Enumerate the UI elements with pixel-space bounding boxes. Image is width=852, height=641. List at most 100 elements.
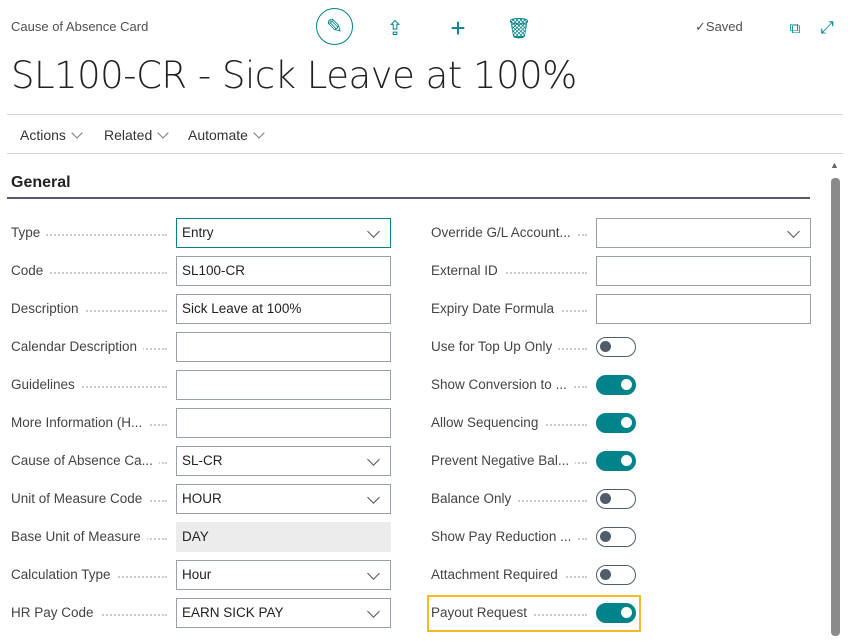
field-label: Allow Sequencing xyxy=(431,413,591,433)
field-label: Code xyxy=(11,261,171,281)
toggle-knob xyxy=(600,569,611,580)
payout-request-toggle[interactable] xyxy=(596,603,636,623)
delete-icon: 🗑 xyxy=(506,17,532,40)
menu-related[interactable]: Related xyxy=(104,127,169,143)
field-label: Payout Request xyxy=(431,603,591,623)
field-label: Type xyxy=(11,223,171,243)
chevron-down-icon xyxy=(253,127,265,139)
use-for-top-up-only-toggle[interactable] xyxy=(596,337,636,357)
label-text: Base Unit of Measure xyxy=(11,529,147,544)
divider xyxy=(7,153,843,154)
label-text: HR Pay Code xyxy=(11,605,100,620)
section-underline xyxy=(7,197,810,199)
edit-button[interactable]: ✎ xyxy=(316,8,353,45)
field-label: HR Pay Code xyxy=(11,603,171,623)
field-label: Use for Top Up Only xyxy=(431,337,591,357)
toggle-knob xyxy=(600,493,611,504)
show-pay-reduction-toggle[interactable] xyxy=(596,527,636,547)
label-text: Calendar Description xyxy=(11,339,144,354)
label-text: Balance Only xyxy=(431,491,518,506)
expiry-date-formula-input[interactable] xyxy=(596,294,811,324)
toggle-knob xyxy=(600,531,611,542)
label-text: Payout Request xyxy=(431,605,534,620)
field-label: Show Conversion to ... xyxy=(431,375,591,395)
label-text: Cause of Absence Ca... xyxy=(11,453,159,468)
cause-of-absence-ca-dropdown[interactable]: SL-CR xyxy=(176,446,391,476)
highlight-box xyxy=(427,595,641,632)
field-label: Show Pay Reduction ... xyxy=(431,527,591,547)
field-label: External ID xyxy=(431,261,591,281)
field-label: Base Unit of Measure xyxy=(11,527,171,547)
toggle-knob xyxy=(621,607,632,618)
expand-button[interactable]: ⤢ xyxy=(809,10,845,46)
toggle-knob xyxy=(621,455,632,466)
scroll-up-icon[interactable]: ▲ xyxy=(830,160,839,170)
label-text: Attachment Required xyxy=(431,567,564,582)
label-text: Use for Top Up Only xyxy=(431,339,559,354)
share-button[interactable]: ⇪ xyxy=(377,10,413,46)
label-text: Show Pay Reduction ... xyxy=(431,529,578,544)
code-input[interactable]: SL100-CR xyxy=(176,256,391,286)
balance-only-toggle[interactable] xyxy=(596,489,636,509)
menu-automate[interactable]: Automate xyxy=(188,127,265,143)
new-icon: + xyxy=(450,12,466,43)
menu-label: Automate xyxy=(188,127,248,143)
label-text: Allow Sequencing xyxy=(431,415,545,430)
type-dropdown[interactable]: Entry xyxy=(176,218,391,248)
label-text: Description xyxy=(11,301,85,316)
field-label: More Information (H... xyxy=(11,413,171,433)
share-icon: ⇪ xyxy=(386,17,404,40)
divider xyxy=(7,114,843,115)
field-label: Attachment Required xyxy=(431,565,591,585)
menu-label: Actions xyxy=(20,127,66,143)
toggle-knob xyxy=(600,341,611,352)
label-text: Prevent Negative Bal... xyxy=(431,453,576,468)
description-input[interactable]: Sick Leave at 100% xyxy=(176,294,391,324)
section-general-header[interactable]: General xyxy=(11,174,71,191)
field-label: Unit of Measure Code xyxy=(11,489,171,509)
label-text: Show Conversion to ... xyxy=(431,377,573,392)
show-conversion-to-toggle[interactable] xyxy=(596,375,636,395)
field-label: Cause of Absence Ca... xyxy=(11,451,171,471)
expand-icon: ⤢ xyxy=(820,18,834,37)
label-text: Type xyxy=(11,225,47,240)
more-information-h-input[interactable] xyxy=(176,408,391,438)
menu-actions[interactable]: Actions xyxy=(20,127,83,143)
prevent-negative-bal-toggle[interactable] xyxy=(596,451,636,471)
field-label: Calendar Description xyxy=(11,337,171,357)
label-text: Unit of Measure Code xyxy=(11,491,149,506)
delete-button[interactable]: 🗑 xyxy=(501,10,537,46)
calculation-type-dropdown[interactable]: Hour xyxy=(176,560,391,590)
attachment-required-toggle[interactable] xyxy=(596,565,636,585)
new-button[interactable]: + xyxy=(440,10,476,46)
scrollbar[interactable] xyxy=(831,178,840,636)
external-id-input[interactable] xyxy=(596,256,811,286)
open-new-window-button[interactable]: ⧉ xyxy=(777,10,813,46)
field-label: Prevent Negative Bal... xyxy=(431,451,591,471)
edit-icon: ✎ xyxy=(326,16,343,38)
chevron-down-icon xyxy=(157,127,169,139)
base-unit-of-measure-input: DAY xyxy=(176,522,391,552)
label-text: External ID xyxy=(431,263,504,278)
guidelines-input[interactable] xyxy=(176,370,391,400)
breadcrumb: Cause of Absence Card xyxy=(11,19,149,34)
label-text: Code xyxy=(11,263,50,278)
unit-of-measure-code-dropdown[interactable]: HOUR xyxy=(176,484,391,514)
open-new-window-icon: ⧉ xyxy=(789,19,801,37)
override-g-l-account-dropdown[interactable] xyxy=(596,218,811,248)
field-label: Expiry Date Formula xyxy=(431,299,591,319)
label-text: More Information (H... xyxy=(11,415,149,430)
field-label: Calculation Type xyxy=(11,565,171,585)
hr-pay-code-dropdown[interactable]: EARN SICK PAY xyxy=(176,598,391,628)
toggle-knob xyxy=(621,417,632,428)
allow-sequencing-toggle[interactable] xyxy=(596,413,636,433)
saved-status: ✓Saved xyxy=(695,19,743,34)
label-text: Override G/L Account... xyxy=(431,225,577,240)
field-label: Description xyxy=(11,299,171,319)
label-text: Calculation Type xyxy=(11,567,117,582)
menu-label: Related xyxy=(104,127,153,143)
toggle-knob xyxy=(621,379,632,390)
label-text: Guidelines xyxy=(11,377,81,392)
calendar-description-input[interactable] xyxy=(176,332,391,362)
chevron-down-icon xyxy=(71,127,83,139)
